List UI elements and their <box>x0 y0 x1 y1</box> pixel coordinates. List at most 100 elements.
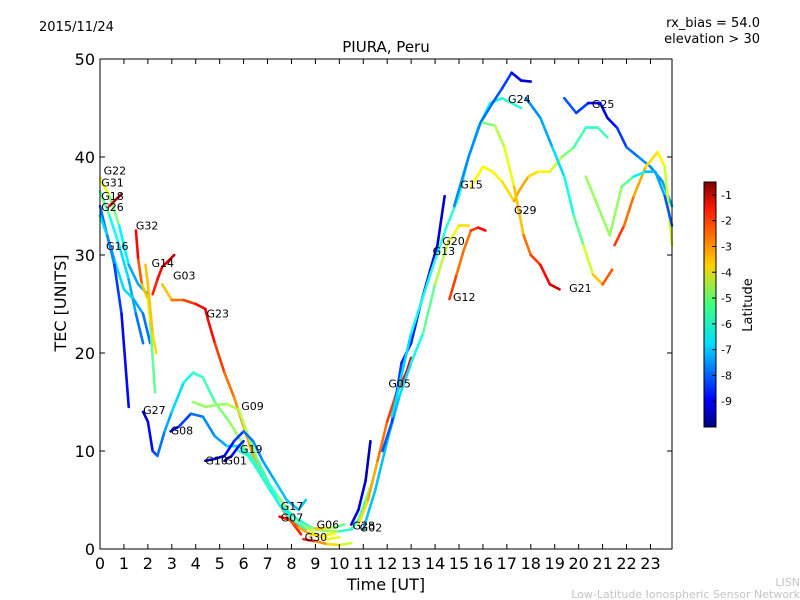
credit-network: Low-Latitude Ionospheric Sensor Network <box>571 588 800 600</box>
series-segment <box>448 273 458 301</box>
series-segment <box>113 192 123 203</box>
x-tick-label: 19 <box>545 554 565 573</box>
series-segment <box>452 155 470 208</box>
series-segment <box>213 454 226 461</box>
series-segment <box>151 332 158 355</box>
series-segment <box>529 253 542 267</box>
series-segment <box>409 273 432 335</box>
series-segment <box>428 243 439 272</box>
sat-label-g07: G07 <box>281 512 304 525</box>
series-g08 <box>169 412 341 541</box>
series-segment <box>510 101 523 110</box>
plot-frame <box>99 58 673 550</box>
x-tick-label: 21 <box>592 554 612 573</box>
x-tick-label: 20 <box>568 554 588 573</box>
series-segment <box>361 488 377 531</box>
series-segment <box>227 420 243 443</box>
series-segment <box>206 317 217 345</box>
x-tick-label: 10 <box>329 554 349 573</box>
x-tick-label: 5 <box>215 554 225 573</box>
series-segment <box>479 101 494 124</box>
y-tick-label: 20 <box>75 344 95 363</box>
series-segment <box>156 265 164 281</box>
series-g25b <box>563 96 674 208</box>
x-tick-label: 1 <box>119 554 129 573</box>
series-segment <box>376 420 389 463</box>
series-segment <box>445 194 461 227</box>
series-segment <box>170 381 186 414</box>
series-segment <box>225 402 241 412</box>
colorbar-tick-label: -9 <box>721 395 732 408</box>
series-segment <box>656 150 667 169</box>
series-segment <box>596 204 612 237</box>
x-tick-label: 2 <box>143 554 153 573</box>
satellite-labels: G22G31G18G26G16G32G14G03G23G27G08G09G10G… <box>101 93 614 544</box>
series-segment <box>445 224 461 247</box>
y-tick-label: 10 <box>75 442 95 461</box>
series-segment <box>606 116 619 129</box>
series-segment <box>467 121 482 159</box>
series-segment <box>201 376 217 404</box>
y-tick-label: 40 <box>75 148 95 167</box>
series-segment <box>563 175 576 218</box>
colorbar-tick-label: -7 <box>721 344 732 357</box>
y-tick-label: 0 <box>85 540 95 559</box>
series-segment <box>481 165 494 173</box>
sat-label-g02: G02 <box>360 521 383 534</box>
series-segment <box>373 439 389 492</box>
series-segment <box>278 515 291 521</box>
series-segment <box>584 175 600 208</box>
colorbar <box>703 181 717 428</box>
series-segment <box>273 479 288 502</box>
sat-label-g10: G10 <box>205 455 228 468</box>
series-segment <box>632 170 647 178</box>
colorbar-label: Latitude <box>741 278 756 332</box>
series-segment <box>177 412 193 428</box>
series-segment <box>314 539 329 546</box>
series-segment <box>134 229 140 262</box>
series-g12 <box>448 226 487 301</box>
series-segment <box>491 170 504 183</box>
x-tick-label: 18 <box>521 554 541 573</box>
series-segment <box>539 263 552 286</box>
series-segment <box>204 457 217 463</box>
series-segment <box>160 283 174 302</box>
series-segment <box>357 498 367 521</box>
sat-label-g30: G30 <box>305 531 328 544</box>
series-segment <box>290 518 308 531</box>
series-segment <box>493 124 506 149</box>
series-segment <box>572 214 585 247</box>
series-g21b <box>613 150 674 247</box>
series-segment <box>108 214 121 247</box>
x-tick-label: 17 <box>497 554 517 573</box>
y-axis-label: TEC [UNITS] <box>51 255 70 353</box>
colorbar-ticks: -1 -2 -3 -4 -5 -6 -7 -8 -9 <box>712 189 732 408</box>
series-segment <box>405 356 413 374</box>
colorbar-tick-label: -3 <box>721 240 732 253</box>
x-tick-label: 12 <box>377 554 397 573</box>
series-segment <box>481 121 497 127</box>
series-segment <box>213 341 226 374</box>
series-segment <box>349 508 360 526</box>
series-segment <box>582 243 595 276</box>
series-segment <box>591 273 604 286</box>
series-segment <box>321 532 336 538</box>
series-segment <box>113 263 123 316</box>
series-segment <box>548 155 564 173</box>
series-g17 <box>280 505 341 533</box>
series-segment <box>297 526 312 536</box>
series-segment <box>409 332 425 365</box>
series-g24 <box>452 71 533 208</box>
series-segment <box>237 449 250 458</box>
series-g07 <box>278 515 336 538</box>
x-tick-label: 22 <box>616 554 636 573</box>
series-segment <box>247 454 260 472</box>
series-segment <box>144 263 150 286</box>
series-segment <box>500 96 513 105</box>
series-segment <box>527 170 540 178</box>
sat-label-g14: G14 <box>151 257 174 270</box>
series-segment <box>548 283 561 291</box>
series-segment <box>122 287 135 301</box>
series-segment <box>223 454 233 463</box>
series-segment <box>357 498 370 526</box>
